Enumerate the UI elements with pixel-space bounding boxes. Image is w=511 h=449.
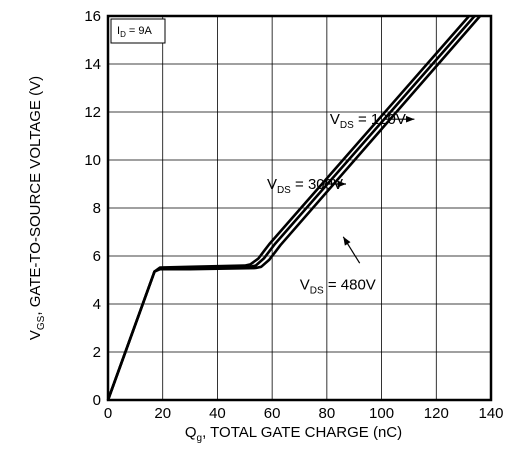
series-annotations: VDS = 120V VDS = 300V VDS = 480V bbox=[267, 111, 415, 297]
x-tick-labels: 0 20 40 60 80 100 120 140 bbox=[104, 405, 504, 422]
x-tick-label: 60 bbox=[264, 405, 281, 422]
x-tick-label: 40 bbox=[209, 405, 226, 422]
condition-box: ID = 9A bbox=[110, 18, 166, 44]
y-tick-label: 6 bbox=[93, 248, 101, 265]
y-tick-label: 2 bbox=[93, 344, 101, 361]
plot-frame bbox=[106, 14, 493, 402]
y-axis-label: VGS, GATE-TO-SOURCE VOLTAGE (V) bbox=[27, 76, 47, 340]
x-tick-label: 20 bbox=[154, 405, 171, 422]
y-tick-labels: 0 2 4 6 8 10 12 14 16 bbox=[84, 8, 101, 409]
y-tick-label: 12 bbox=[84, 104, 101, 121]
annotation-arrow-1 bbox=[384, 115, 415, 123]
series-label-3: VDS = 480V bbox=[300, 277, 376, 297]
x-tick-label: 80 bbox=[319, 405, 336, 422]
y-tick-label: 4 bbox=[93, 296, 101, 313]
x-tick-label: 0 bbox=[104, 405, 112, 422]
y-tick-label: 0 bbox=[93, 392, 101, 409]
x-tick-label: 140 bbox=[478, 405, 503, 422]
y-tick-label: 14 bbox=[84, 56, 101, 73]
annotation-arrow-2 bbox=[321, 180, 347, 188]
condition-label: ID = 9A bbox=[117, 25, 152, 39]
annotation-arrow-3 bbox=[342, 236, 361, 264]
x-tick-label: 120 bbox=[424, 405, 449, 422]
series-label-2: VDS = 300V bbox=[267, 176, 343, 196]
series-label-1: VDS = 120V bbox=[330, 111, 406, 131]
x-tick-label: 100 bbox=[369, 405, 394, 422]
x-axis-label: Qg, TOTAL GATE CHARGE (nC) bbox=[185, 424, 402, 444]
y-tick-label: 10 bbox=[84, 152, 101, 169]
y-tick-label: 8 bbox=[93, 200, 101, 217]
y-tick-label: 16 bbox=[84, 8, 101, 25]
series-group bbox=[106, 15, 482, 401]
series-line-3 bbox=[106, 15, 482, 401]
